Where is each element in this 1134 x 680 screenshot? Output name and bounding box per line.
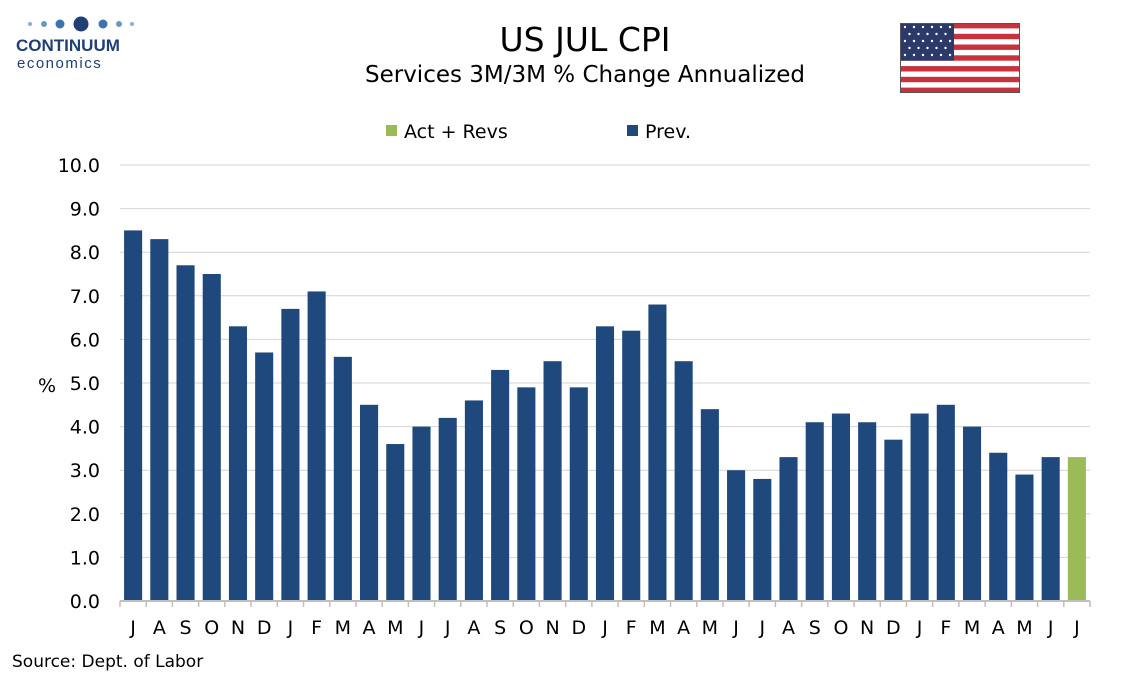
us-flag-icon [900,23,1020,93]
x-tick-label: D [257,617,272,639]
bar [858,422,877,601]
x-tick-label: J [732,617,739,639]
bar [202,274,221,601]
bar [517,387,536,601]
y-tick-label: 7.0 [70,286,100,308]
bar [307,291,326,601]
x-tick-label: F [626,617,637,639]
bar [386,444,405,601]
legend-label: Prev. [645,121,691,143]
bar [464,400,483,601]
legend-label: Act + Revs [404,121,508,143]
x-tick-label: S [180,617,192,639]
bar [595,326,615,601]
x-tick-label: J [601,617,608,639]
y-tick-label: 5.0 [70,373,100,395]
continuum-economics-logo: CONTINUUM economics [14,14,134,76]
y-tick-label: 9.0 [70,199,100,221]
y-tick-label: 0.0 [70,591,100,613]
bar [543,361,562,601]
bar [569,387,588,601]
bar [281,308,300,601]
x-tick-label: N [860,617,874,639]
bar [989,452,1008,601]
x-tick-label: M [649,617,665,639]
x-tick-label: N [231,617,245,639]
y-tick-label: 3.0 [70,460,100,482]
x-tick-label: J [758,617,765,639]
x-tick-label: O [519,617,534,639]
logo-tagline: economics [17,55,103,72]
x-tick-label: A [153,617,166,639]
bar [124,230,143,601]
legend-swatch [627,125,638,136]
bar [753,478,772,601]
bar [255,352,274,601]
y-tick-label: 4.0 [70,417,100,439]
bar [936,404,955,601]
bar [779,457,798,601]
x-tick-label: J [1073,617,1080,639]
x-tick-label: J [1047,617,1054,639]
x-tick-label: O [833,617,848,639]
x-tick-label: S [809,617,821,639]
x-tick-label: N [545,617,559,639]
x-tick-label: S [494,617,506,639]
bar [831,413,850,601]
bar [1015,474,1034,601]
x-tick-label: J [916,617,923,639]
bar [491,369,510,601]
bar [700,409,719,601]
y-axis-label: % [38,375,56,397]
x-tick-label: D [571,617,586,639]
y-tick-label: 6.0 [70,329,100,351]
bar [805,422,824,601]
bar [1067,457,1086,601]
x-tick-label: J [444,617,451,639]
y-tick-label: 2.0 [70,504,100,526]
x-tick-label: J [418,617,425,639]
bar [228,326,248,601]
x-tick-label: A [782,617,795,639]
bar [962,426,982,601]
chart-subtitle: Services 3M/3M % Change Annualized [364,62,805,88]
y-tick-label: 8.0 [70,242,100,264]
x-tick-label: A [677,617,690,639]
bar [727,470,746,601]
x-tick-label: M [1016,617,1032,639]
bar [884,439,903,601]
bar [438,417,457,601]
y-tick-label: 10.0 [58,155,100,177]
x-tick-label: A [363,617,376,639]
bar [1041,457,1060,601]
x-tick-label: F [940,617,951,639]
x-tick-label: M [964,617,980,639]
x-tick-label: J [129,617,136,639]
y-tick-label: 1.0 [70,547,100,569]
bar [176,265,195,601]
legend-swatch [386,125,397,136]
bar [412,426,431,601]
bar [910,413,929,601]
bar [648,304,667,601]
x-tick-label: F [311,617,322,639]
bar [674,361,693,601]
x-tick-label: A [467,617,480,639]
x-tick-label: M [387,617,403,639]
x-tick-label: D [886,617,901,639]
x-tick-label: O [204,617,219,639]
x-tick-label: J [287,617,294,639]
bar [333,356,352,601]
x-tick-label: M [335,617,351,639]
bar [150,239,169,601]
logo-dots-icon [28,16,134,32]
logo-wordmark: CONTINUUM [16,36,120,55]
chart-title: US JUL CPI [499,20,671,59]
x-tick-label: M [702,617,718,639]
x-tick-label: A [992,617,1005,639]
bar [622,330,641,601]
source-note: Source: Dept. of Labor [12,652,204,672]
bar [360,404,379,601]
